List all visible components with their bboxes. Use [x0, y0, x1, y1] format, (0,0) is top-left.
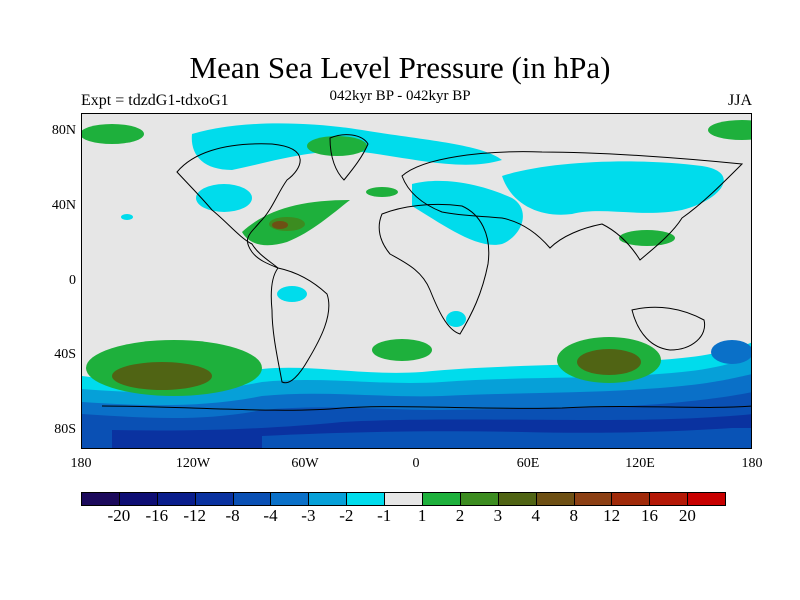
- lon-label: 60W: [291, 456, 319, 471]
- period-label: 042kyr BP - 042kyr BP: [329, 88, 471, 104]
- lon-label: 60E: [516, 456, 540, 471]
- lon-label: 120E: [625, 456, 655, 471]
- lat-label: 80S: [54, 422, 76, 437]
- high-indian-ocean-core: [577, 349, 641, 375]
- high-south-pacific-core: [112, 362, 212, 390]
- colorbar-label: 12: [603, 506, 621, 525]
- colorbar-label: -12: [183, 506, 207, 525]
- colorbar-swatch: [649, 492, 689, 506]
- colorbar-label: 16: [641, 506, 658, 525]
- colorbar-swatch: [535, 492, 575, 506]
- high-arctic-east: [708, 120, 751, 140]
- colorbar-swatch: [308, 492, 348, 506]
- colorbar-swatch: [118, 492, 158, 506]
- map-svg: [82, 114, 751, 448]
- low-new-zealand: [711, 340, 751, 364]
- lon-label: 180: [70, 456, 92, 471]
- colorbar-swatch: [270, 492, 310, 506]
- colorbar-label: -1: [377, 506, 392, 525]
- colorbar-swatch: [156, 492, 196, 506]
- high-arctic-west: [82, 124, 144, 144]
- colorbar-swatch: [346, 492, 386, 506]
- colorbar: [81, 492, 727, 506]
- colorbar-label: -20: [107, 506, 131, 525]
- lat-label: 80N: [51, 123, 76, 138]
- colorbar-swatch: [384, 492, 424, 506]
- high-greenland: [307, 136, 367, 156]
- coastlines: [101, 134, 751, 411]
- colorbar-label: 1: [417, 506, 427, 525]
- low-north-america: [196, 184, 252, 212]
- lon-label: 120W: [175, 456, 211, 471]
- map-title: Mean Sea Level Pressure (in hPa): [189, 50, 611, 85]
- colorbar-swatch: [81, 492, 120, 506]
- colorbar-label: -4: [263, 506, 278, 525]
- lon-label: 0: [412, 456, 420, 471]
- high-south-atlantic: [372, 339, 432, 361]
- lat-label: 0: [69, 273, 76, 288]
- colorbar-label: -8: [225, 506, 240, 525]
- low-eurasia: [502, 161, 724, 215]
- high-north-atlantic-peak: [272, 221, 288, 229]
- colorbar-swatch: [497, 492, 537, 506]
- experiment-label: Expt = tdzdG1-tdxoG1: [81, 92, 229, 109]
- pressure-map: [81, 113, 752, 449]
- colorbar-swatch: [687, 492, 727, 506]
- high-north-atlantic-small: [366, 187, 398, 197]
- band-inner: [262, 428, 751, 448]
- colorbar-label: 20: [678, 506, 696, 525]
- colorbar-label: 4: [531, 506, 541, 525]
- colorbar-swatch: [232, 492, 272, 506]
- colorbar-swatch: [194, 492, 234, 506]
- low-south-africa: [446, 311, 466, 327]
- low-small-pacific: [121, 214, 133, 220]
- season-label: JJA: [727, 92, 752, 109]
- colorbar-label: 3: [493, 506, 503, 525]
- colorbar-swatch: [459, 492, 499, 506]
- colorbar-label: -2: [339, 506, 354, 525]
- colorbar-swatch: [422, 492, 461, 506]
- colorbar-label: -16: [145, 506, 169, 525]
- low-europe: [412, 180, 523, 245]
- colorbar-label: 2: [455, 506, 465, 525]
- lat-label: 40N: [51, 198, 76, 213]
- lat-label: 40S: [54, 347, 76, 362]
- lon-label: 180: [741, 456, 763, 471]
- colorbar-swatch: [611, 492, 651, 506]
- colorbar-label: 8: [569, 506, 578, 525]
- low-south-america: [277, 286, 307, 302]
- colorbar-label: -3: [301, 506, 316, 525]
- colorbar-swatch: [573, 492, 613, 506]
